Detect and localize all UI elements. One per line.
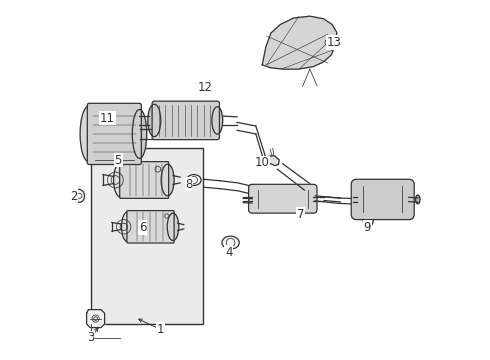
Ellipse shape — [187, 175, 201, 185]
FancyBboxPatch shape — [120, 162, 169, 198]
Ellipse shape — [161, 164, 174, 196]
Ellipse shape — [167, 213, 179, 240]
Text: 13: 13 — [327, 36, 342, 49]
Text: 3: 3 — [87, 331, 95, 344]
Ellipse shape — [148, 104, 161, 136]
Ellipse shape — [74, 189, 84, 202]
FancyBboxPatch shape — [248, 184, 317, 213]
Polygon shape — [262, 16, 337, 69]
Ellipse shape — [416, 195, 420, 204]
Text: 7: 7 — [297, 208, 305, 221]
Text: 2: 2 — [70, 190, 77, 203]
Text: 4: 4 — [225, 246, 233, 258]
Ellipse shape — [222, 236, 239, 249]
Polygon shape — [87, 310, 104, 328]
Text: 1: 1 — [157, 323, 164, 336]
FancyBboxPatch shape — [87, 103, 141, 165]
FancyBboxPatch shape — [152, 101, 220, 140]
Bar — [91, 148, 202, 324]
Ellipse shape — [363, 213, 373, 226]
Text: 6: 6 — [139, 221, 146, 234]
Polygon shape — [269, 156, 279, 166]
Text: 11: 11 — [100, 112, 115, 125]
Text: 8: 8 — [186, 178, 193, 191]
Text: 5: 5 — [115, 154, 122, 167]
Text: 10: 10 — [255, 156, 270, 169]
Text: 12: 12 — [197, 81, 212, 94]
Ellipse shape — [132, 109, 147, 158]
Ellipse shape — [80, 106, 98, 162]
Ellipse shape — [114, 163, 128, 197]
Ellipse shape — [212, 107, 222, 134]
FancyBboxPatch shape — [127, 211, 174, 243]
Text: 9: 9 — [364, 221, 371, 234]
Ellipse shape — [122, 212, 134, 242]
FancyBboxPatch shape — [351, 179, 414, 220]
